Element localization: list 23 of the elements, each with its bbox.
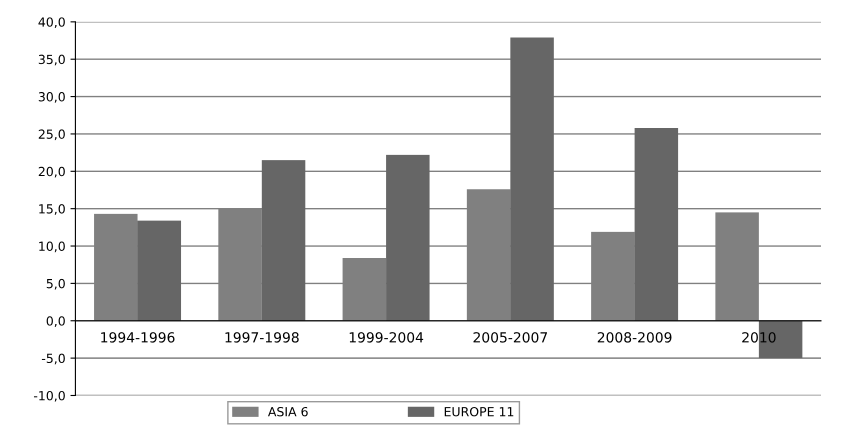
y-tick-label: 5,0 — [46, 278, 65, 290]
x-tick-label: 2008-2009 — [598, 332, 672, 343]
y-tick-label: 35,0 — [38, 54, 65, 66]
x-tick-label: 1997-1998 — [225, 332, 299, 343]
y-tick-label: -5,0 — [42, 354, 65, 364]
bar — [262, 160, 306, 321]
y-tick-label: 15,0 — [39, 204, 65, 215]
bar — [634, 128, 678, 321]
y-tick-label: 40,0 — [38, 17, 65, 28]
legend-label: EUROPE 11 — [444, 406, 514, 416]
x-tick-label: 2005-2007 — [474, 332, 548, 343]
bar — [510, 38, 554, 321]
y-tick-label: 25,0 — [38, 129, 65, 140]
bar — [386, 154, 430, 321]
x-tick-label: 1999-2004 — [350, 332, 424, 343]
y-tick-label: -10,0 — [34, 390, 65, 402]
x-tick-label: 1994-1996 — [101, 332, 175, 343]
y-tick-label: 10,0 — [39, 242, 65, 252]
y-tick-label: 30,0 — [38, 92, 65, 103]
legend-label: ASIA 6 — [268, 406, 308, 416]
bar — [138, 220, 182, 321]
y-tick-label: 0,0 — [46, 316, 65, 327]
y-tick-label: 20,0 — [38, 166, 65, 178]
